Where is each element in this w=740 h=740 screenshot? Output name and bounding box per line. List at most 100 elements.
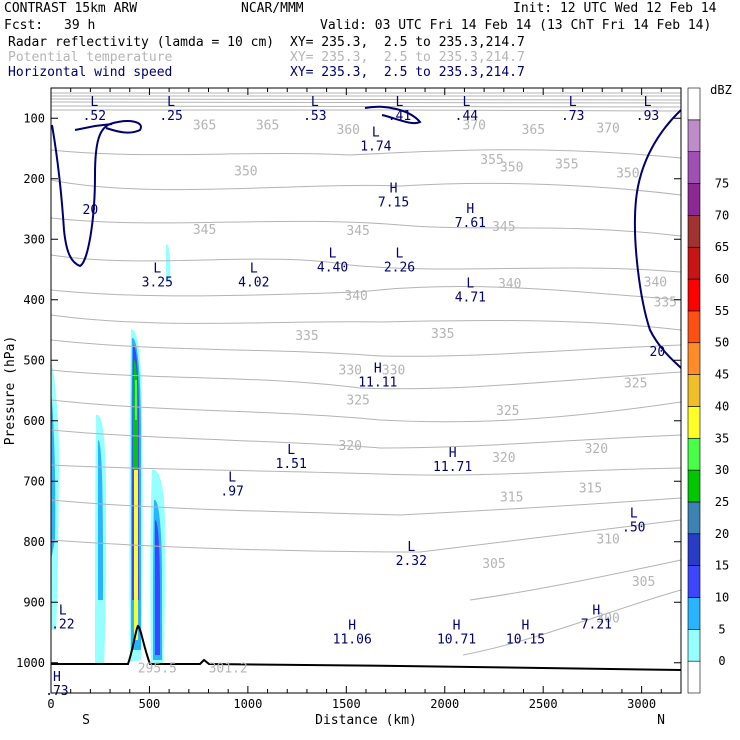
extremum-marker: L [372,125,380,140]
field-wind-name: Horizontal wind speed [8,65,173,80]
colorbar-swatch [687,660,701,694]
colorbar-label: 20 [715,527,729,541]
y-axis-label: Pressure (hPa) [3,336,18,446]
colorbar-label: 30 [715,463,729,477]
colorbar-swatch [687,215,701,248]
extremum-value: 11.11 [358,375,397,390]
field-theta-name: Potential temperature [8,50,173,65]
north-label: N [657,713,665,728]
theta-label: 370 [463,118,486,133]
theta-label: 370 [596,121,619,136]
extremum-value: 11.06 [333,632,372,647]
organization: NCAR/MMM [241,1,304,16]
extremum-value: 1.51 [276,457,307,472]
theta-label: 365 [522,123,545,138]
reflectivity-shading [51,244,171,665]
extremum-marker: L [569,95,577,110]
extremum-value: .93 [636,109,659,124]
extremum-marker: L [396,95,404,110]
extremum-value: .73 [561,109,584,124]
field-reflectivity-xy: XY= 235.3, 2.5 to 235.3,214.7 [290,35,525,50]
colorbar-label: 15 [715,559,729,573]
theta-label: 340 [344,289,367,304]
extremum-value: 1.74 [360,139,391,154]
theta-label: 345 [346,224,369,239]
colorbar-label: 25 [715,495,729,509]
extremum-marker: H [592,603,600,618]
theta-label: 350 [616,167,639,182]
theta-label: 310 [596,533,619,548]
colorbar-label: 70 [715,208,729,222]
theta-label: 320 [585,442,608,457]
forecast-hour: 39 h [64,18,96,33]
x-tick-label: 2500 [529,697,558,711]
theta-label: 330 [339,363,362,378]
colorbar-swatch [687,342,701,375]
theta-label: 345 [193,223,216,238]
y-tick-label: 300 [23,232,45,246]
extremum-marker: H [374,361,382,376]
colorbar-label: 50 [715,336,729,350]
extremum-marker: L [59,603,67,618]
extremum-value: 7.21 [581,617,612,632]
valid-time: Valid: 03 UTC Fri 14 Feb 14 (13 ChT Fri … [320,18,712,33]
theta-label: 365 [193,118,216,133]
extremum-marker: L [228,470,236,485]
theta-label: 325 [496,404,519,419]
extremum-value: .53 [303,109,326,124]
theta-label: 325 [624,377,647,392]
colorbar-swatch [687,406,701,439]
colorbar-swatch [687,469,701,503]
colorbar-label: 65 [715,240,729,254]
colorbar-label: 40 [715,399,729,413]
theta-label: 360 [337,123,360,138]
y-tick-label: 600 [23,414,45,428]
field-reflectivity-name: Radar reflectivity (lamda = 10 cm) [8,35,275,50]
extremum-marker: L [153,262,161,277]
extremum-value: .22 [51,617,74,632]
model-title: CONTRAST 15km ARW [4,1,138,16]
colorbar-label: 55 [715,304,729,318]
colorbar-swatch [687,119,701,152]
extremum-value: 11.71 [433,460,472,475]
theta-label: 335 [431,327,454,342]
extremum-value: 10.15 [506,632,545,647]
x-tick-label: 1500 [332,697,361,711]
extremum-marker: L [90,95,98,110]
colorbar-swatch [687,374,701,407]
theta-label: 365 [256,118,279,133]
x-tick-label: 0 [47,697,54,711]
theta-contours [51,92,681,656]
y-tick-label: 400 [23,293,45,307]
extremum-value: 2.32 [396,554,427,569]
colorbar-label: 60 [715,272,729,286]
south-label: S [82,713,90,728]
extremum-marker: L [630,507,638,522]
extremum-value: 10.71 [437,632,476,647]
colorbar-unit: dBZ [710,83,732,97]
extremum-marker: L [287,443,295,458]
theta-label: 295.5 [138,662,177,677]
theta-label: 345 [492,220,515,235]
extremum-value: 2.26 [384,260,415,275]
colorbar-swatch [687,151,701,184]
colorbar-swatch [687,597,701,630]
extremum-value: .97 [220,484,243,499]
y-tick-label: 1000 [16,656,45,670]
colorbar-swatch [687,246,701,280]
colorbar-label: 0 [718,654,725,668]
theta-label: 325 [346,394,369,409]
colorbar-label: 35 [715,431,729,445]
field-wind-xy: XY= 235.3, 2.5 to 235.3,214.7 [290,65,525,80]
y-tick-label: 700 [23,474,45,488]
terrain-line [51,624,682,671]
theta-label: 315 [500,490,523,505]
extremum-value: 3.25 [142,276,173,291]
extremum-marker: L [329,246,337,261]
extremum-marker: L [407,540,415,555]
colorbar: 0 5 10 15 20 25 30 35 40 45 50 55 60 65 70 75 dBZ [687,83,732,694]
wind-contours [51,105,681,369]
y-tick-label: 500 [23,353,45,367]
x-tick-label: 500 [139,697,161,711]
